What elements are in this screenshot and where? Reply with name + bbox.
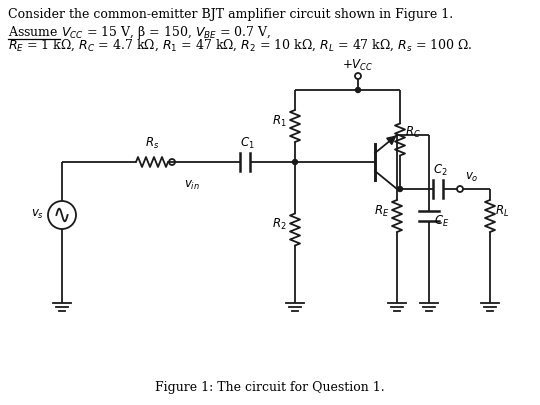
Text: $v_s$: $v_s$ [31, 207, 44, 220]
Polygon shape [387, 137, 395, 145]
Text: $R_L$: $R_L$ [495, 203, 509, 218]
Circle shape [397, 187, 402, 192]
Text: $C_1$: $C_1$ [240, 136, 254, 151]
Text: $R_E$ = 1 kΩ, $R_C$ = 4.7 kΩ, $R_1$ = 47 kΩ, $R_2$ = 10 kΩ, $R_L$ = 47 kΩ, $R_s$: $R_E$ = 1 kΩ, $R_C$ = 4.7 kΩ, $R_1$ = 47… [8, 38, 472, 53]
Text: Consider the common-emitter BJT amplifier circuit shown in Figure 1.: Consider the common-emitter BJT amplifie… [8, 8, 453, 21]
Circle shape [293, 160, 298, 165]
Text: $R_2$: $R_2$ [272, 216, 287, 232]
Text: $R_1$: $R_1$ [272, 113, 287, 128]
Text: $R_E$: $R_E$ [374, 203, 389, 218]
Circle shape [355, 88, 361, 93]
Text: $R_s$: $R_s$ [145, 136, 159, 151]
Text: $R_C$: $R_C$ [405, 125, 421, 140]
Text: $+V_{CC}$: $+V_{CC}$ [342, 58, 374, 73]
Text: $v_o$: $v_o$ [465, 171, 478, 183]
Text: $C_E$: $C_E$ [434, 213, 449, 228]
Text: $C_2$: $C_2$ [433, 162, 447, 177]
Text: $v_{in}$: $v_{in}$ [184, 179, 200, 192]
Text: Figure 1: The circuit for Question 1.: Figure 1: The circuit for Question 1. [155, 380, 385, 393]
Text: Assume $V_{CC}$ = 15 V, β = 150, $V_{BE}$ = 0.7 V,: Assume $V_{CC}$ = 15 V, β = 150, $V_{BE}… [8, 24, 272, 41]
